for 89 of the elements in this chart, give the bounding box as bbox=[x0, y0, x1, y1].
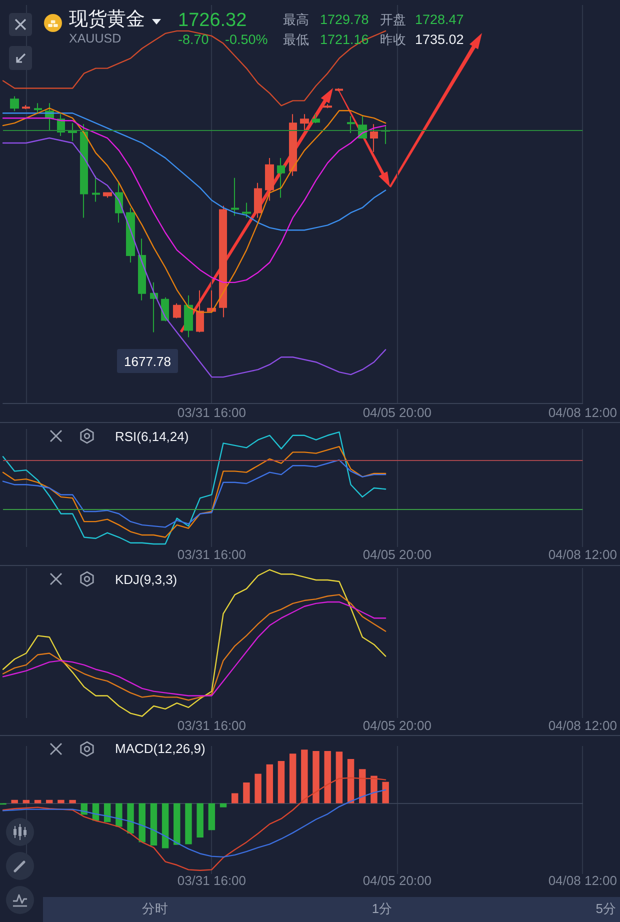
x-tick-label: 04/05 20:00 bbox=[362, 547, 432, 562]
candlestick bbox=[323, 104, 332, 109]
bar bbox=[138, 803, 146, 842]
x-tick-label: 03/31 16:00 bbox=[177, 873, 246, 888]
bar bbox=[208, 803, 216, 830]
candlestick bbox=[196, 290, 204, 333]
bar bbox=[359, 769, 366, 804]
text: 最高 bbox=[283, 12, 309, 27]
chart-title: KDJ(9,3,3) bbox=[115, 572, 178, 587]
candlestick bbox=[277, 157, 285, 198]
bar bbox=[243, 782, 250, 804]
text: 开盘 bbox=[380, 12, 406, 27]
bar bbox=[46, 800, 53, 804]
candlestick bbox=[184, 294, 193, 338]
candlestick bbox=[335, 88, 343, 92]
bar bbox=[11, 800, 18, 804]
candlestick bbox=[10, 96, 19, 112]
x-tick-label: 04/05 20:00 bbox=[362, 405, 432, 420]
candlestick bbox=[300, 114, 309, 132]
bar bbox=[185, 803, 192, 844]
x-tick-label: 03/31 16:00 bbox=[177, 405, 246, 420]
x-tick-label: 03/31 16:00 bbox=[177, 547, 246, 562]
candlestick bbox=[173, 302, 181, 319]
bar bbox=[347, 759, 354, 804]
x-tick-label: 03/31 16:00 bbox=[177, 718, 246, 733]
chart-title: 现货黄金 bbox=[69, 9, 145, 30]
bar bbox=[266, 764, 274, 804]
candlestick bbox=[265, 157, 274, 202]
candlestick bbox=[68, 122, 77, 142]
bar bbox=[162, 803, 169, 848]
candlestick bbox=[312, 114, 320, 124]
x-tick-label: 04/05 20:00 bbox=[362, 718, 432, 733]
bar bbox=[336, 752, 343, 804]
bar bbox=[232, 793, 238, 804]
x-tick-label: 04/08 12:00 bbox=[548, 405, 618, 420]
bar bbox=[370, 776, 378, 804]
candlestick bbox=[80, 124, 88, 218]
bar bbox=[22, 800, 30, 804]
candlestick bbox=[22, 104, 30, 110]
bar bbox=[127, 803, 134, 834]
x-tick-label: 04/05 20:00 bbox=[362, 873, 432, 888]
bar bbox=[220, 803, 227, 808]
bar bbox=[116, 803, 122, 827]
text: 昨收 bbox=[380, 32, 406, 47]
candlestick bbox=[207, 290, 216, 313]
text: 1729.78 bbox=[320, 12, 369, 27]
chart-title: MACD(12,26,9) bbox=[115, 741, 206, 756]
chart-subtitle: XAUUSD bbox=[69, 32, 122, 46]
candlestick bbox=[289, 114, 297, 176]
chart-title: RSI(6,14,24) bbox=[115, 429, 189, 444]
bar bbox=[278, 761, 285, 804]
bar bbox=[150, 803, 158, 846]
candlestick bbox=[219, 205, 227, 318]
text: 1分 bbox=[372, 901, 392, 916]
candlestick bbox=[138, 238, 146, 301]
candlestick bbox=[231, 177, 239, 216]
x-tick-label: 04/08 12:00 bbox=[548, 873, 618, 888]
text: 1735.02 bbox=[415, 32, 464, 47]
candlestick bbox=[103, 192, 112, 198]
candlestick bbox=[34, 102, 42, 114]
text: 1721.16 bbox=[320, 32, 369, 47]
bar bbox=[324, 750, 331, 804]
bar bbox=[289, 754, 296, 804]
text: -8.70 bbox=[178, 32, 209, 47]
bar bbox=[69, 800, 76, 804]
text: 5分 bbox=[596, 901, 616, 916]
candlestick bbox=[347, 116, 355, 134]
text: -0.50% bbox=[225, 32, 268, 47]
bar bbox=[312, 750, 320, 804]
text: 1726.32 bbox=[178, 10, 247, 31]
bar bbox=[58, 800, 64, 804]
candlestick bbox=[242, 202, 251, 218]
x-tick-label: 04/08 12:00 bbox=[548, 718, 618, 733]
candlestick bbox=[126, 207, 135, 264]
bar bbox=[382, 782, 389, 804]
bar bbox=[34, 800, 42, 804]
bar bbox=[301, 750, 308, 804]
candlestick bbox=[92, 175, 100, 202]
candlestick bbox=[150, 282, 158, 333]
candlestick bbox=[370, 124, 378, 152]
text: 最低 bbox=[283, 32, 309, 47]
bar bbox=[254, 774, 262, 804]
text: 1728.47 bbox=[415, 12, 464, 27]
text: 1677.78 bbox=[117, 349, 178, 373]
candlestick bbox=[254, 182, 262, 218]
text: 分时 bbox=[142, 901, 168, 916]
x-tick-label: 04/08 12:00 bbox=[548, 547, 618, 562]
bar bbox=[196, 803, 204, 838]
bar bbox=[174, 803, 180, 845]
